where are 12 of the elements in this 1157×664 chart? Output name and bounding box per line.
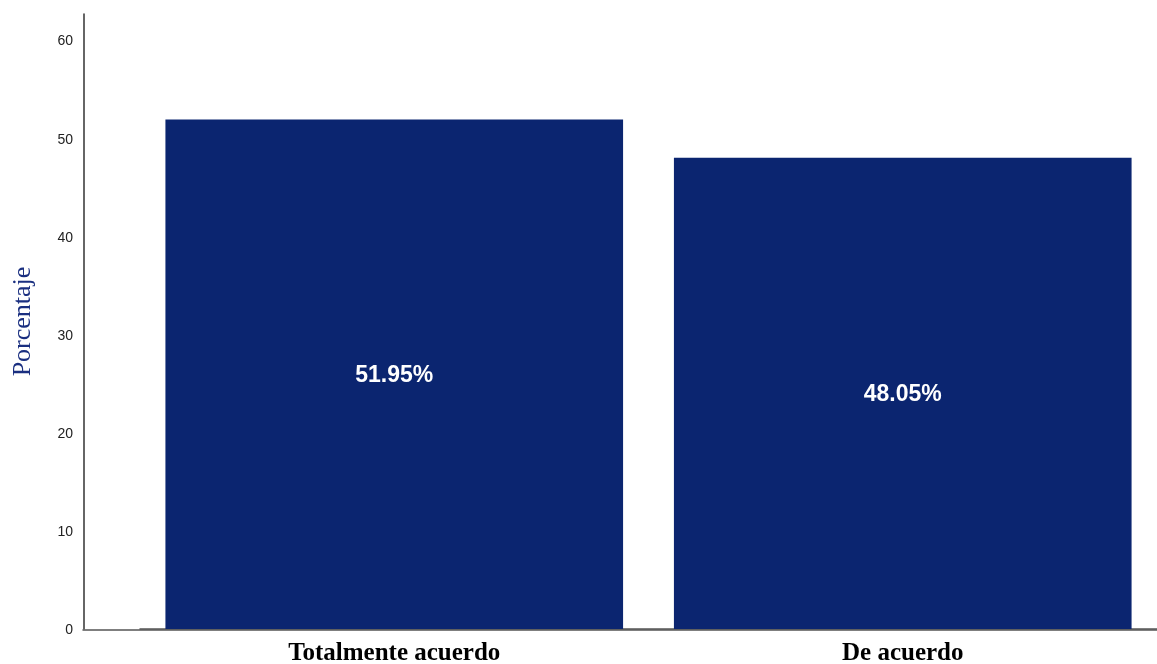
y-tick-label: 10 — [57, 522, 74, 539]
y-tick-label: 60 — [57, 32, 74, 49]
y-tick-label: 20 — [57, 424, 74, 441]
y-tick-label: 0 — [65, 621, 74, 637]
y-tick-label: 50 — [57, 130, 74, 147]
data-label: 48.05% — [863, 380, 942, 407]
data-label: 51.95% — [355, 361, 434, 388]
y-tick-label: 40 — [57, 228, 74, 245]
y-tick-label: 30 — [57, 326, 74, 343]
x-tick-label: Totalmente acuerdo — [288, 638, 501, 664]
y-axis-title: Porcentaje — [6, 266, 36, 377]
x-tick-label: De acuerdo — [842, 638, 964, 664]
